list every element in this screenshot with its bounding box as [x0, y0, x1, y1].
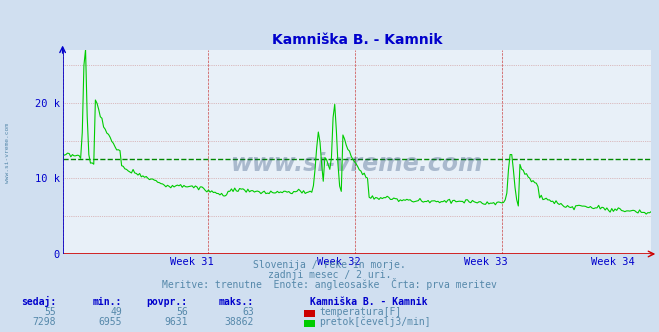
- Text: 38862: 38862: [224, 317, 254, 327]
- Text: 6955: 6955: [98, 317, 122, 327]
- Text: maks.:: maks.:: [219, 297, 254, 307]
- Text: min.:: min.:: [92, 297, 122, 307]
- Text: Slovenija / reke in morje.: Slovenija / reke in morje.: [253, 260, 406, 270]
- Text: www.si-vreme.com: www.si-vreme.com: [5, 123, 10, 183]
- Text: www.si-vreme.com: www.si-vreme.com: [231, 152, 483, 176]
- Text: 49: 49: [110, 307, 122, 317]
- Text: pretok[čevelj3/min]: pretok[čevelj3/min]: [320, 316, 431, 327]
- Text: sedaj:: sedaj:: [21, 296, 56, 307]
- Title: Kamniška B. - Kamnik: Kamniška B. - Kamnik: [272, 33, 442, 47]
- Text: Kamniška B. - Kamnik: Kamniška B. - Kamnik: [310, 297, 428, 307]
- Text: 63: 63: [242, 307, 254, 317]
- Text: 56: 56: [176, 307, 188, 317]
- Text: 7298: 7298: [32, 317, 56, 327]
- Text: povpr.:: povpr.:: [147, 297, 188, 307]
- Text: 55: 55: [44, 307, 56, 317]
- Text: temperatura[F]: temperatura[F]: [320, 307, 402, 317]
- Text: Meritve: trenutne  Enote: angleosaške  Črta: prva meritev: Meritve: trenutne Enote: angleosaške Črt…: [162, 278, 497, 290]
- Text: 9631: 9631: [164, 317, 188, 327]
- Text: zadnji mesec / 2 uri.: zadnji mesec / 2 uri.: [268, 270, 391, 280]
